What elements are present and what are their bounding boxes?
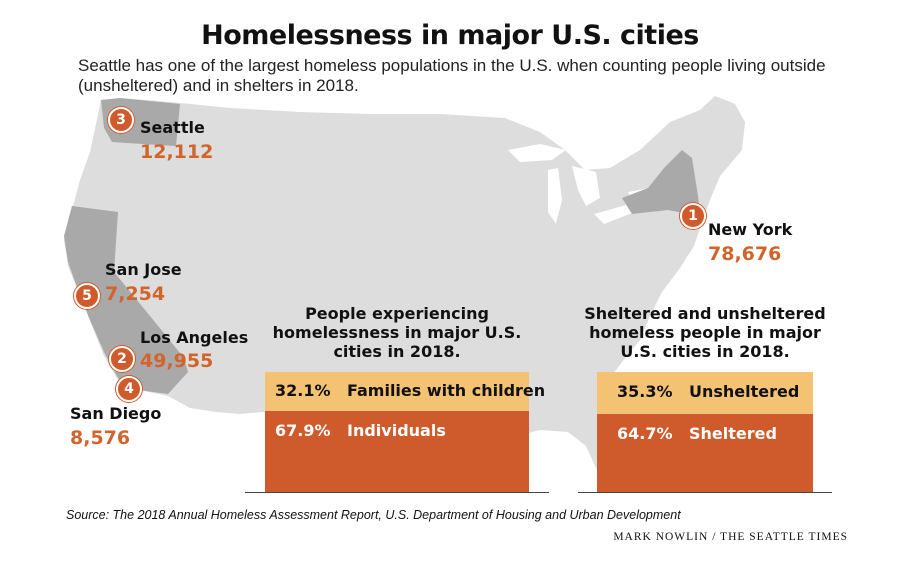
city-name-seattle: Seattle bbox=[140, 118, 205, 137]
rank-badge-seattle: 3 bbox=[108, 107, 134, 133]
page-title: Homelessness in major U.S. cities bbox=[201, 20, 699, 51]
segment-families-with-children bbox=[265, 372, 529, 411]
lake-superior bbox=[508, 144, 566, 162]
label-unsheltered: Unsheltered bbox=[689, 382, 800, 401]
stacked-bar-shelter-status: 35.3% Unsheltered 64.7% Sheltered bbox=[597, 372, 813, 492]
credit-line: MARK NOWLIN / THE SEATTLE TIMES bbox=[613, 531, 848, 543]
baseline-family-type bbox=[245, 492, 549, 493]
california-state bbox=[64, 206, 188, 394]
chart-title-family-type: People experiencing homelessness in majo… bbox=[272, 304, 522, 361]
us-landmass bbox=[64, 96, 745, 482]
rank-badge-los-angeles: 2 bbox=[109, 346, 135, 372]
city-value-new-york: 78,676 bbox=[708, 243, 782, 265]
lake-huron bbox=[572, 166, 600, 206]
city-name-san-diego: San Diego bbox=[70, 404, 162, 423]
city-name-new-york: New York bbox=[708, 220, 793, 239]
city-value-los-angeles: 49,955 bbox=[140, 350, 214, 372]
value-families-with-children: 32.1% bbox=[275, 380, 331, 400]
city-name-los-angeles: Los Angeles bbox=[140, 328, 249, 347]
segment-unsheltered bbox=[597, 372, 813, 414]
source-note: Source: The 2018 Annual Homeless Assessm… bbox=[66, 508, 681, 522]
page-subtitle: Seattle has one of the largest homeless … bbox=[78, 56, 826, 95]
value-unsheltered: 35.3% bbox=[617, 382, 673, 401]
new-york-state bbox=[622, 150, 700, 216]
baseline-shelter-status bbox=[578, 492, 832, 493]
segment-individuals bbox=[265, 411, 529, 492]
city-name-san-jose: San Jose bbox=[105, 260, 182, 279]
lake-michigan bbox=[548, 168, 562, 224]
chart-title-shelter-status: Sheltered and unsheltered homeless peopl… bbox=[584, 304, 826, 361]
city-value-san-diego: 8,576 bbox=[70, 427, 131, 449]
label-sheltered: Sheltered bbox=[689, 424, 777, 443]
rank-badge-san-jose: 5 bbox=[74, 283, 100, 309]
rank-badge-new-york: 1 bbox=[680, 203, 706, 229]
value-individuals: 67.9% bbox=[275, 421, 331, 440]
label-individuals: Individuals bbox=[347, 421, 446, 440]
segment-sheltered bbox=[597, 414, 813, 492]
value-sheltered: 64.7% bbox=[617, 424, 673, 443]
rank-badge-san-diego: 4 bbox=[116, 376, 142, 402]
label-families-with-children: Families with children bbox=[347, 380, 546, 400]
city-value-san-jose: 7,254 bbox=[105, 283, 166, 305]
lake-erie bbox=[594, 204, 640, 224]
city-value-seattle: 12,112 bbox=[140, 141, 214, 163]
stacked-bar-family-type: 32.1% Families with children 67.9% Indiv… bbox=[265, 372, 545, 492]
